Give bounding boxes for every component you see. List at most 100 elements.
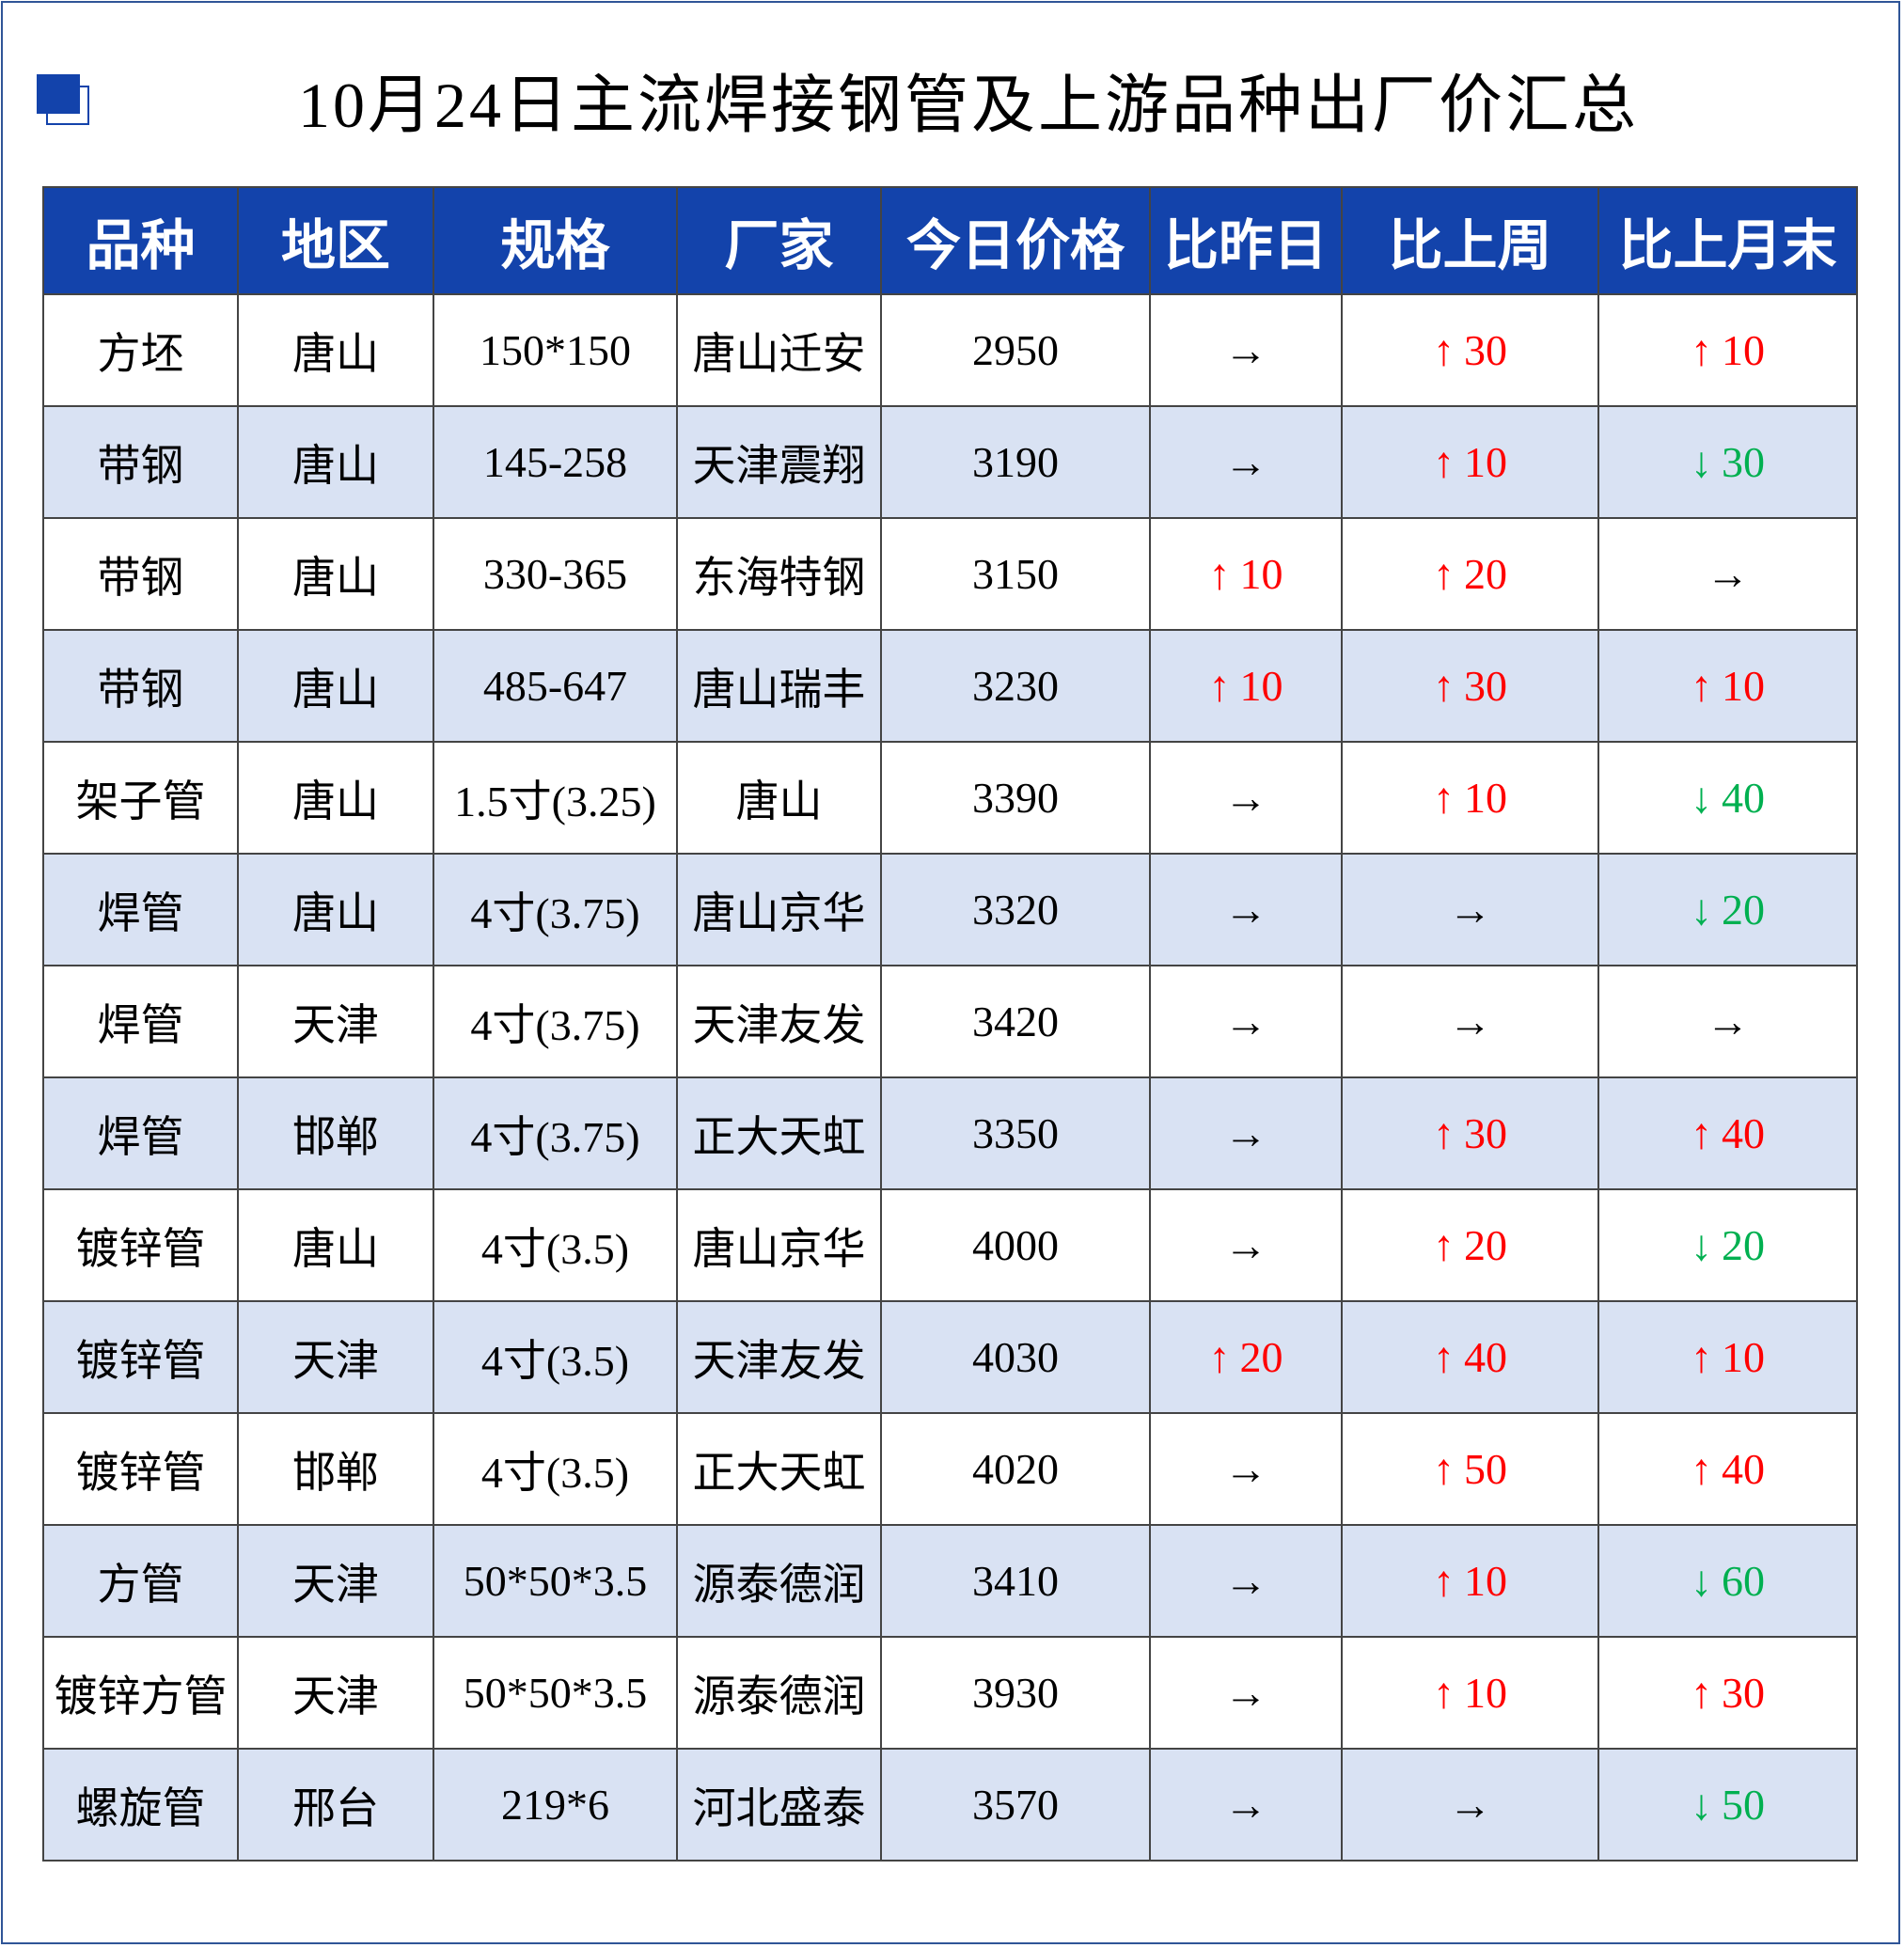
- change-vs-last-month: ↑ 10: [1597, 293, 1858, 407]
- change-vs-last-month: ↓ 50: [1597, 1748, 1858, 1862]
- table-row: 焊管 唐山 4寸(3.75) 唐山京华 3320 → → ↓ 20: [42, 853, 1858, 966]
- change-vs-last-month: ↑ 40: [1597, 1412, 1858, 1526]
- change-vs-yesterday: →: [1149, 1412, 1343, 1526]
- price-cell: 3420: [880, 965, 1151, 1078]
- change-vs-yesterday: →: [1149, 405, 1343, 519]
- region-cell: 邢台: [237, 1748, 434, 1862]
- arrow-up-icon: ↑: [1691, 1333, 1712, 1381]
- item-cell: 镀锌管: [42, 1188, 239, 1302]
- change-vs-last-month: ↓ 60: [1597, 1524, 1858, 1638]
- change-value: 10: [1464, 438, 1507, 486]
- item-cell: 带钢: [42, 517, 239, 631]
- spec-cell: 330-365: [433, 517, 678, 631]
- arrow-up-icon: ↑: [1433, 1445, 1455, 1493]
- price-cell: 3350: [880, 1076, 1151, 1190]
- change-value: 20: [1722, 1221, 1765, 1269]
- change-value: 30: [1464, 326, 1507, 374]
- arrow-up-icon: ↑: [1691, 1109, 1712, 1157]
- change-vs-yesterday: →: [1149, 293, 1343, 407]
- change-vs-yesterday: →: [1149, 1748, 1343, 1862]
- maker-cell: 天津友发: [676, 1300, 882, 1414]
- change-vs-yesterday: →: [1149, 741, 1343, 855]
- change-value: 10: [1722, 662, 1765, 710]
- table-row: 镀锌方管 天津 50*50*3.5 源泰德润 3930 → ↑ 10 ↑ 30: [42, 1636, 1858, 1750]
- arrow-up-icon: ↑: [1691, 1445, 1712, 1493]
- change-vs-last-month: ↓ 30: [1597, 405, 1858, 519]
- region-cell: 天津: [237, 965, 434, 1078]
- arrow-right-icon: →: [1224, 998, 1267, 1045]
- price-cell: 4030: [880, 1300, 1151, 1414]
- table-row: 焊管 天津 4寸(3.75) 天津友发 3420 → → →: [42, 965, 1858, 1078]
- maker-cell: 源泰德润: [676, 1524, 882, 1638]
- change-value: 50: [1464, 1445, 1507, 1493]
- column-header-vs-yesterday: 比昨日: [1149, 186, 1343, 295]
- region-cell: 唐山: [237, 741, 434, 855]
- change-vs-last-week: ↑ 10: [1341, 1636, 1599, 1750]
- spec-cell: 4寸(3.5): [433, 1188, 678, 1302]
- region-cell: 唐山: [237, 405, 434, 519]
- spec-cell: 50*50*3.5: [433, 1524, 678, 1638]
- item-cell: 镀锌管: [42, 1300, 239, 1414]
- change-vs-last-month: ↑ 10: [1597, 629, 1858, 743]
- logo-square: [37, 74, 80, 114]
- change-vs-last-month: ↓ 20: [1597, 1188, 1858, 1302]
- table-row: 焊管 邯郸 4寸(3.75) 正大天虹 3350 → ↑ 30 ↑ 40: [42, 1076, 1858, 1190]
- arrow-down-icon: ↓: [1691, 774, 1712, 822]
- arrow-right-icon: →: [1224, 438, 1267, 486]
- table-row: 螺旋管 邢台 219*6 河北盛泰 3570 → → ↓ 50: [42, 1748, 1858, 1862]
- maker-cell: 正大天虹: [676, 1076, 882, 1190]
- arrow-right-icon: →: [1224, 1221, 1267, 1269]
- table-row: 镀锌管 天津 4寸(3.5) 天津友发 4030 ↑ 20 ↑ 40 ↑ 10: [42, 1300, 1858, 1414]
- change-vs-last-month: ↓ 20: [1597, 853, 1858, 966]
- arrow-right-icon: →: [1706, 550, 1750, 598]
- change-value: 50: [1722, 1781, 1765, 1829]
- table-row: 带钢 唐山 145-258 天津震翔 3190 → ↑ 10 ↓ 30: [42, 405, 1858, 519]
- arrow-down-icon: ↓: [1691, 1557, 1712, 1605]
- change-vs-yesterday: →: [1149, 1636, 1343, 1750]
- table-row: 方管 天津 50*50*3.5 源泰德润 3410 → ↑ 10 ↓ 60: [42, 1524, 1858, 1638]
- price-table: 品种 地区 规格 厂家 今日价格 比昨日 比上周 比上月末 方坯 唐山 150*15…: [42, 186, 1858, 1862]
- change-value: 30: [1722, 438, 1765, 486]
- region-cell: 邯郸: [237, 1412, 434, 1526]
- change-value: 10: [1239, 662, 1283, 710]
- arrow-right-icon: →: [1224, 1109, 1267, 1157]
- arrow-up-icon: ↑: [1433, 1557, 1455, 1605]
- change-vs-last-week: →: [1341, 853, 1599, 966]
- change-value: 10: [1722, 326, 1765, 374]
- change-value: 40: [1722, 1109, 1765, 1157]
- change-value: 10: [1239, 550, 1283, 598]
- arrow-up-icon: ↑: [1691, 326, 1712, 374]
- arrow-right-icon: →: [1224, 1557, 1267, 1605]
- price-cell: 2950: [880, 293, 1151, 407]
- spec-cell: 485-647: [433, 629, 678, 743]
- item-cell: 螺旋管: [42, 1748, 239, 1862]
- item-cell: 镀锌方管: [42, 1636, 239, 1750]
- change-vs-last-month: →: [1597, 517, 1858, 631]
- change-vs-last-week: ↑ 40: [1341, 1300, 1599, 1414]
- change-vs-yesterday: ↑ 20: [1149, 1300, 1343, 1414]
- arrow-up-icon: ↑: [1433, 550, 1455, 598]
- arrow-up-icon: ↑: [1691, 662, 1712, 710]
- arrow-right-icon: →: [1706, 998, 1750, 1045]
- change-vs-last-week: ↑ 20: [1341, 517, 1599, 631]
- arrow-down-icon: ↓: [1691, 886, 1712, 934]
- maker-cell: 东海特钢: [676, 517, 882, 631]
- arrow-up-icon: ↑: [1433, 774, 1455, 822]
- region-cell: 唐山: [237, 1188, 434, 1302]
- item-cell: 带钢: [42, 405, 239, 519]
- arrow-right-icon: →: [1448, 1781, 1492, 1829]
- change-vs-last-month: ↑ 30: [1597, 1636, 1858, 1750]
- spec-cell: 4寸(3.75): [433, 1076, 678, 1190]
- change-vs-yesterday: →: [1149, 1524, 1343, 1638]
- item-cell: 焊管: [42, 1076, 239, 1190]
- change-value: 10: [1464, 1557, 1507, 1605]
- item-cell: 焊管: [42, 853, 239, 966]
- change-vs-last-week: ↑ 50: [1341, 1412, 1599, 1526]
- change-value: 10: [1722, 1333, 1765, 1381]
- change-value: 30: [1464, 662, 1507, 710]
- price-cell: 3150: [880, 517, 1151, 631]
- item-cell: 架子管: [42, 741, 239, 855]
- price-cell: 4000: [880, 1188, 1151, 1302]
- region-cell: 邯郸: [237, 1076, 434, 1190]
